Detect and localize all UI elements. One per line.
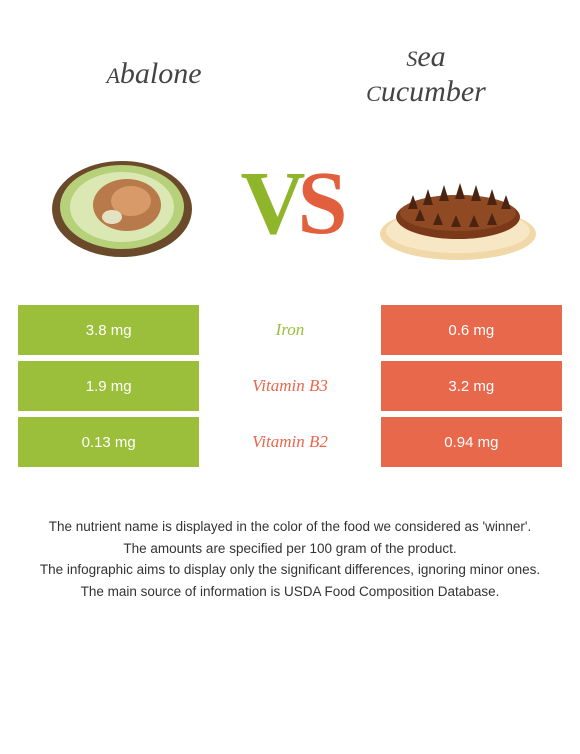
vs-label: VS xyxy=(215,159,365,249)
abalone-image xyxy=(37,139,207,269)
title-right-rest1: ea xyxy=(417,40,445,73)
title-row: Abalone Sea Cucumber xyxy=(18,40,562,109)
title-right: Sea Cucumber xyxy=(304,40,549,109)
title-left: Abalone xyxy=(32,57,277,92)
footer-note-line: The main source of information is USDA F… xyxy=(24,582,556,602)
title-right-rest2: ucumber xyxy=(381,75,486,108)
nutrient-row: 0.13 mgVitamin B20.94 mg xyxy=(18,417,562,467)
nutrient-name: Iron xyxy=(199,305,380,355)
nutrient-right-value: 3.2 mg xyxy=(381,361,562,411)
footer-notes: The nutrient name is displayed in the co… xyxy=(18,517,562,601)
nutrient-left-value: 1.9 mg xyxy=(18,361,199,411)
nutrient-table: 3.8 mgIron0.6 mg 1.9 mgVitamin B33.2 mg 0.… xyxy=(18,305,562,467)
title-left-cap: A xyxy=(106,63,119,88)
hero-row: VS xyxy=(18,139,562,269)
nutrient-right-value: 0.6 mg xyxy=(381,305,562,355)
nutrient-name: Vitamin B3 xyxy=(199,361,380,411)
vs-v: V xyxy=(240,154,297,253)
nutrient-name: Vitamin B2 xyxy=(199,417,380,467)
nutrient-row: 1.9 mgVitamin B33.2 mg xyxy=(18,361,562,411)
nutrient-right-value: 0.94 mg xyxy=(381,417,562,467)
footer-note-line: The nutrient name is displayed in the co… xyxy=(24,517,556,537)
title-right-cap1: S xyxy=(406,46,417,71)
footer-note-line: The infographic aims to display only the… xyxy=(24,560,556,580)
nutrient-row: 3.8 mgIron0.6 mg xyxy=(18,305,562,355)
title-right-cap2: C xyxy=(366,81,381,106)
nutrient-left-value: 0.13 mg xyxy=(18,417,199,467)
sea-cucumber-image xyxy=(373,139,543,269)
nutrient-left-value: 3.8 mg xyxy=(18,305,199,355)
footer-note-line: The amounts are specified per 100 gram o… xyxy=(24,539,556,559)
vs-s: S xyxy=(297,154,339,253)
title-left-rest: balone xyxy=(120,57,202,90)
